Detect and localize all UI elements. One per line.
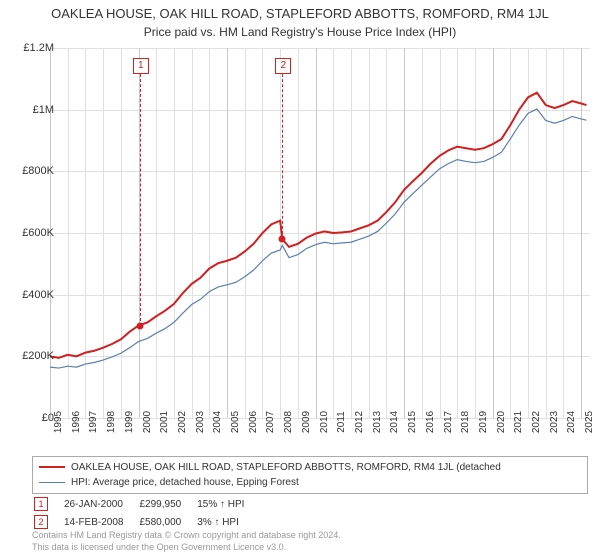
marker-box: 2 <box>275 58 291 74</box>
chart-title: OAKLEA HOUSE, OAK HILL ROAD, STAPLEFORD … <box>0 0 600 23</box>
event-date-2: 14-FEB-2008 <box>64 514 137 530</box>
series-line-2 <box>50 109 586 368</box>
y-tick-label: £1.2M <box>10 42 54 54</box>
footer-line-2: This data is licensed under the Open Gov… <box>32 542 341 554</box>
marker-dot <box>279 236 286 243</box>
marker-dash <box>140 74 142 326</box>
x-tick-label: 2008 <box>283 411 294 433</box>
chart-subtitle: Price paid vs. HM Land Registry's House … <box>0 23 600 39</box>
x-tick-label: 1996 <box>71 411 82 433</box>
series-line-1 <box>50 93 586 358</box>
x-tick-label: 2020 <box>496 411 507 433</box>
marker-dash <box>282 74 284 239</box>
y-tick-label: £400K <box>10 289 54 301</box>
x-tick-label: 2023 <box>549 411 560 433</box>
x-tick-label: 1999 <box>124 411 135 433</box>
event-row-2: 2 14-FEB-2008 £580,000 3% ↑ HPI <box>34 514 258 530</box>
x-tick-label: 2019 <box>478 411 489 433</box>
event-marker-2: 2 <box>34 515 48 529</box>
legend-label-1: OAKLEA HOUSE, OAK HILL ROAD, STAPLEFORD … <box>71 462 501 473</box>
y-tick-label: £1M <box>10 104 54 116</box>
x-tick-label: 2001 <box>159 411 170 433</box>
event-diff-2: 3% ↑ HPI <box>197 514 258 530</box>
legend-row-series-2: HPI: Average price, detached house, Eppi… <box>39 475 581 490</box>
x-tick-label: 2021 <box>513 411 524 433</box>
event-table: 1 26-JAN-2000 £299,950 15% ↑ HPI 2 14-FE… <box>32 494 260 532</box>
x-tick-label: 1995 <box>53 411 64 433</box>
legend-row-series-1: OAKLEA HOUSE, OAK HILL ROAD, STAPLEFORD … <box>39 460 581 475</box>
x-tick-label: 2022 <box>531 411 542 433</box>
x-tick-label: 1997 <box>88 411 99 433</box>
x-tick-label: 2000 <box>142 411 153 433</box>
x-tick-label: 2015 <box>407 411 418 433</box>
y-tick-label: £200K <box>10 350 54 362</box>
event-price-2: £580,000 <box>139 514 195 530</box>
event-date-1: 26-JAN-2000 <box>64 496 137 512</box>
x-tick-label: 2024 <box>566 411 577 433</box>
plot-area: 12 <box>50 48 590 418</box>
event-row-1: 1 26-JAN-2000 £299,950 15% ↑ HPI <box>34 496 258 512</box>
x-tick-label: 2014 <box>389 411 400 433</box>
event-diff-1: 15% ↑ HPI <box>197 496 258 512</box>
marker-box: 1 <box>133 58 149 74</box>
legend-label-2: HPI: Average price, detached house, Eppi… <box>71 477 299 488</box>
legend: OAKLEA HOUSE, OAK HILL ROAD, STAPLEFORD … <box>32 456 588 494</box>
chart-container: OAKLEA HOUSE, OAK HILL ROAD, STAPLEFORD … <box>0 0 600 560</box>
x-tick-label: 2003 <box>195 411 206 433</box>
y-tick-label: £0 <box>10 412 54 424</box>
x-tick-label: 2016 <box>425 411 436 433</box>
x-tick-label: 2013 <box>372 411 383 433</box>
x-tick-label: 2009 <box>301 411 312 433</box>
x-tick-label: 2010 <box>319 411 330 433</box>
x-tick-label: 2017 <box>443 411 454 433</box>
x-tick-label: 2002 <box>177 411 188 433</box>
x-tick-label: 2025 <box>584 411 595 433</box>
footer-line-1: Contains HM Land Registry data © Crown c… <box>32 530 341 542</box>
event-price-1: £299,950 <box>139 496 195 512</box>
x-tick-label: 2006 <box>248 411 259 433</box>
marker-dot <box>136 322 143 329</box>
footer: Contains HM Land Registry data © Crown c… <box>32 530 341 553</box>
x-tick-label: 2011 <box>336 411 347 433</box>
x-tick-label: 1998 <box>106 411 117 433</box>
x-tick-label: 2005 <box>230 411 241 433</box>
x-tick-label: 2007 <box>265 411 276 433</box>
event-marker-1: 1 <box>34 497 48 511</box>
y-tick-label: £600K <box>10 227 54 239</box>
x-tick-label: 2018 <box>460 411 471 433</box>
x-tick-label: 2004 <box>212 411 223 433</box>
y-tick-label: £800K <box>10 165 54 177</box>
x-tick-label: 2012 <box>354 411 365 433</box>
